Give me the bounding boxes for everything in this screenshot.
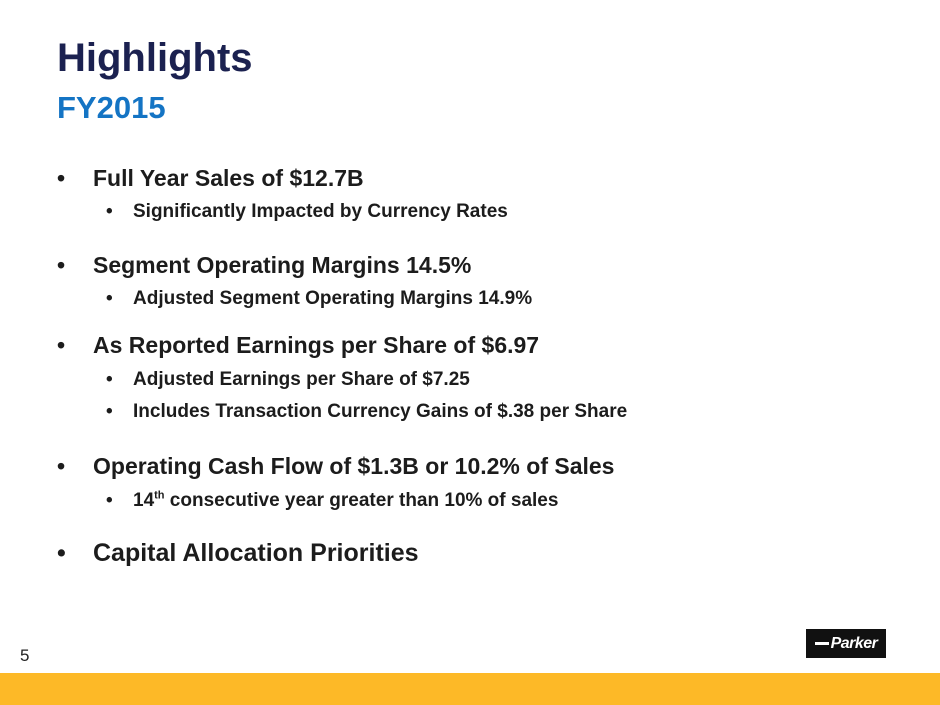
bullet-marker: • [57, 539, 66, 567]
sub-bullet-consecutive-year: • 14th consecutive year greater than 10% … [106, 489, 559, 511]
slide-title: Highlights [57, 36, 253, 80]
bullet-number: 14 [133, 490, 155, 511]
bullet-marker: • [57, 332, 66, 358]
footer-accent-bar [0, 673, 940, 705]
bullet-marker: • [106, 288, 113, 309]
bullet-marker: • [106, 490, 113, 511]
bullet-segment-margins: • Segment Operating Margins 14.5% [57, 254, 471, 277]
bullet-text: Operating Cash Flow of $1.3B or 10.2% of… [93, 453, 615, 479]
bullet-operating-cash-flow: • Operating Cash Flow of $1.3B or 10.2% o… [57, 455, 614, 478]
bullet-marker: • [106, 201, 113, 222]
bullet-marker: • [106, 369, 113, 390]
bullet-capital-allocation: • Capital Allocation Priorities [57, 541, 419, 566]
sub-bullet-currency-gains: • Includes Transaction Currency Gains of … [106, 402, 627, 421]
bullet-full-year-sales: • Full Year Sales of $12.7B [57, 167, 364, 190]
bullet-marker: • [57, 252, 66, 278]
bullet-text: Capital Allocation Priorities [93, 539, 419, 567]
bullet-text: Adjusted Earnings per Share of $7.25 [133, 369, 470, 390]
logo-mark-icon [814, 642, 829, 645]
bullet-text: consecutive year greater than 10% of sal… [164, 490, 559, 511]
bullet-text: Full Year Sales of $12.7B [93, 165, 364, 191]
bullet-text: As Reported Earnings per Share of $6.97 [93, 332, 540, 358]
bullet-text: Significantly Impacted by Currency Rates [133, 201, 508, 222]
slide-subtitle: FY2015 [57, 90, 166, 125]
parker-logo: Parker [806, 629, 886, 658]
bullet-marker: • [57, 453, 66, 479]
bullet-marker: • [57, 165, 66, 191]
bullet-text: Segment Operating Margins 14.5% [93, 252, 472, 278]
bullet-text: Includes Transaction Currency Gains of $… [133, 401, 628, 422]
logo-text: Parker [830, 634, 878, 652]
sub-bullet-currency-impact: • Significantly Impacted by Currency Rate… [106, 202, 508, 221]
bullet-text: Adjusted Segment Operating Margins 14.9% [133, 288, 533, 309]
bullet-reported-eps: • As Reported Earnings per Share of $6.97 [57, 334, 539, 357]
page-number: 5 [20, 646, 30, 665]
sub-bullet-adjusted-eps: • Adjusted Earnings per Share of $7.25 [106, 370, 470, 389]
ordinal-suffix: th [154, 489, 165, 502]
bullet-marker: • [106, 401, 113, 422]
sub-bullet-adjusted-margins: • Adjusted Segment Operating Margins 14.9… [106, 289, 532, 308]
